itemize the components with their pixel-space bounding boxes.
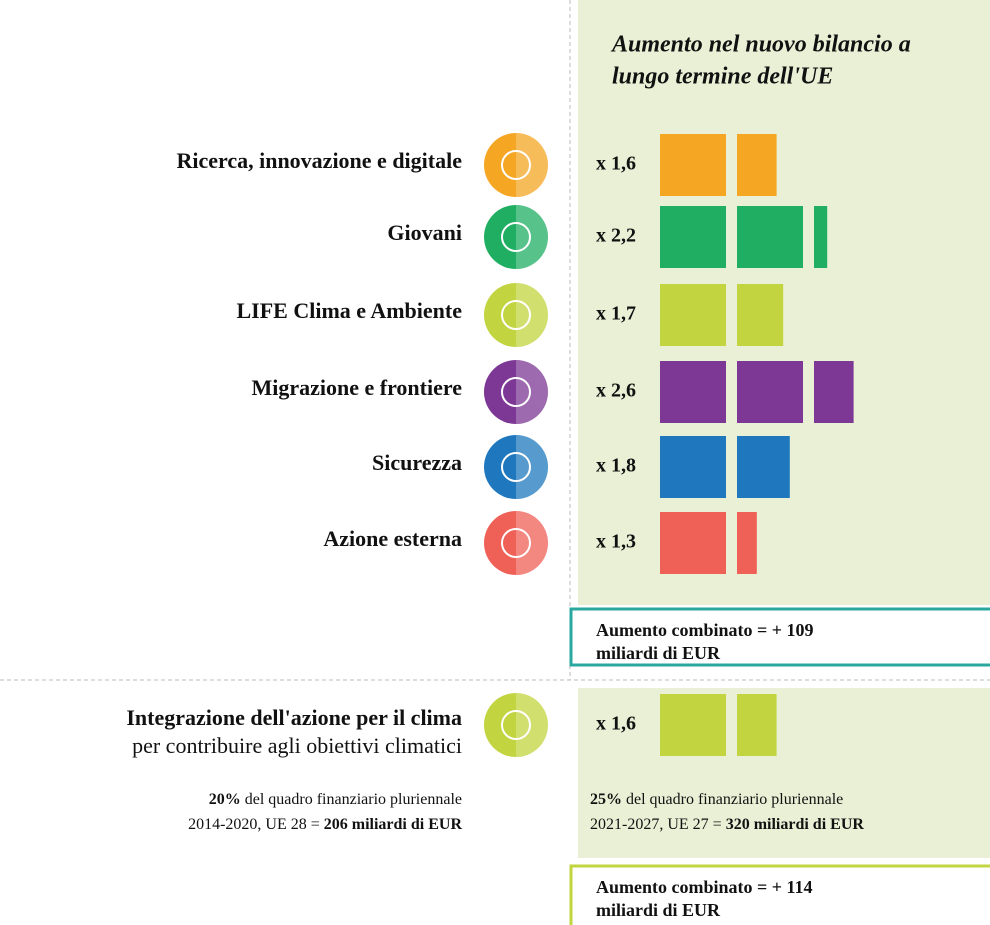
bar-block <box>737 134 777 196</box>
combined-box <box>569 864 990 925</box>
icon <box>516 205 548 269</box>
bar-block <box>660 436 726 498</box>
icon-glyph <box>501 377 531 407</box>
note-part: del quadro finanziario pluriennale <box>622 791 843 808</box>
bar-block <box>660 284 726 346</box>
icon <box>484 511 548 575</box>
icon-glyph <box>501 150 531 180</box>
icon <box>516 360 548 424</box>
icon <box>484 693 548 757</box>
icon <box>516 435 548 499</box>
bar-block <box>814 361 854 423</box>
combined-text: Aumento combinato = + 114 <box>596 877 813 897</box>
factor-label: x 2,6 <box>596 380 636 402</box>
icon-glyph <box>501 222 531 252</box>
note-part: 206 miliardi di EUR <box>324 816 463 833</box>
icon-glyph <box>501 300 531 330</box>
icon <box>484 360 548 424</box>
note-part: 20% <box>209 791 241 808</box>
note-part: 320 miliardi di EUR <box>726 816 865 833</box>
panel-title: Aumento nel nuovo bilancio a <box>610 32 911 58</box>
note-part: del quadro finanziario pluriennale <box>241 791 462 808</box>
row-label: Azione esterna <box>323 526 462 551</box>
bar-block <box>737 361 803 423</box>
row-label: Giovani <box>387 220 462 245</box>
icon <box>484 435 548 499</box>
icon <box>484 283 548 347</box>
bar-block <box>737 694 777 756</box>
row-label: Ricerca, innovazione e digitale <box>176 148 462 173</box>
note: 2014-2020, UE 28 = 206 miliardi di EUR <box>188 816 462 833</box>
note: 25% del quadro finanziario pluriennale <box>590 791 843 808</box>
climate-title: Integrazione dell'azione per il clima <box>126 705 462 730</box>
panel <box>578 688 990 858</box>
icon <box>516 693 548 757</box>
factor-label: x 1,6 <box>596 713 636 735</box>
combined-text: miliardi di EUR <box>596 643 721 663</box>
note-part: 2021-2027, UE 27 = <box>590 816 726 833</box>
combined-text: miliardi di EUR <box>596 900 721 920</box>
icon-glyph <box>501 528 531 558</box>
row-label: Sicurezza <box>372 450 462 475</box>
icon <box>516 283 548 347</box>
bar-block <box>660 206 726 268</box>
bar-block <box>660 694 726 756</box>
note: 20% del quadro finanziario pluriennale <box>209 791 462 808</box>
factor-label: x 1,3 <box>596 531 636 553</box>
factor-label: x 1,8 <box>596 455 636 477</box>
bar-block <box>737 284 784 346</box>
bar-block <box>660 512 726 574</box>
combined-box <box>569 607 990 667</box>
icon-glyph <box>501 710 531 740</box>
panel-title: lungo termine dell'UE <box>612 64 833 90</box>
row-label: Migrazione e frontiere <box>251 375 462 400</box>
factor-label: x 1,6 <box>596 153 636 175</box>
bar-block <box>660 134 726 196</box>
factor-label: x 2,2 <box>596 225 636 247</box>
icon <box>516 511 548 575</box>
bar-block <box>737 436 790 498</box>
climate-subtitle: per contribuire agli obiettivi climatici <box>132 733 462 758</box>
combined-text: Aumento combinato = + 109 <box>596 620 814 640</box>
icon <box>516 133 548 197</box>
row-label: LIFE Clima e Ambiente <box>237 298 463 323</box>
panel <box>578 0 990 605</box>
bar-block <box>814 206 828 268</box>
icon-glyph <box>501 452 531 482</box>
bar-block <box>660 361 726 423</box>
note: 2021-2027, UE 27 = 320 miliardi di EUR <box>590 816 864 833</box>
icon <box>484 205 548 269</box>
bar-block <box>737 206 803 268</box>
note-part: 25% <box>590 791 622 808</box>
icon <box>484 133 548 197</box>
bar-block <box>737 512 757 574</box>
note-part: 2014-2020, UE 28 = <box>188 816 324 833</box>
factor-label: x 1,7 <box>596 303 636 325</box>
